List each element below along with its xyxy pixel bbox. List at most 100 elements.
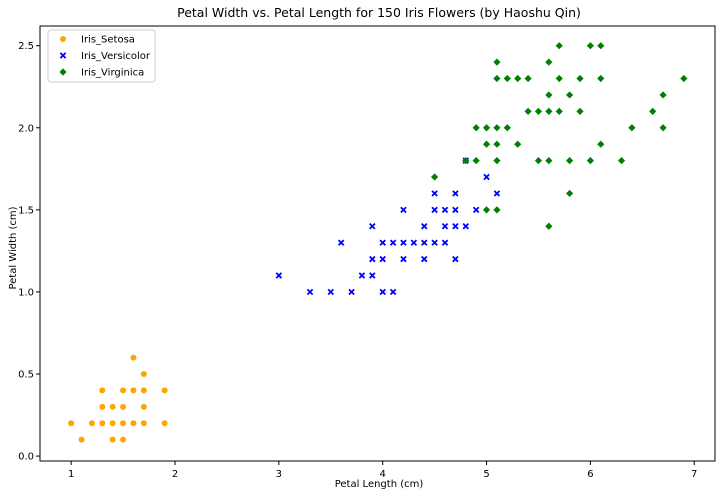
data-point	[140, 420, 147, 427]
data-point	[482, 140, 491, 148]
data-point	[482, 206, 491, 214]
data-point	[389, 239, 397, 246]
data-point	[358, 272, 366, 279]
legend-marker	[59, 68, 67, 76]
data-points	[68, 42, 688, 443]
data-point	[327, 288, 335, 296]
data-point	[566, 91, 574, 99]
data-point	[566, 157, 574, 165]
data-point	[483, 173, 490, 181]
data-point	[649, 107, 657, 115]
data-point	[555, 74, 563, 83]
series-iris-virginica	[431, 42, 688, 230]
legend-item: Iris_Setosa	[60, 35, 135, 46]
data-point	[140, 371, 147, 377]
chart-title: Petal Width vs. Petal Length for 150 Iri…	[177, 5, 581, 20]
data-point	[545, 157, 553, 165]
data-point	[348, 288, 355, 296]
data-point	[120, 403, 127, 410]
data-point	[420, 255, 428, 263]
data-point	[109, 420, 116, 427]
legend-item: Iris_Versicolor	[59, 51, 151, 62]
y-axis-ticks: 0.0 0.5 1.0 1.5 2.0 2.5	[18, 41, 40, 463]
data-point	[462, 157, 470, 165]
data-point	[472, 124, 480, 132]
data-point	[482, 124, 491, 132]
data-point	[493, 58, 501, 66]
plot-area	[39, 25, 716, 462]
data-point	[545, 58, 553, 66]
data-point	[524, 107, 532, 115]
data-point	[120, 387, 127, 394]
data-point	[514, 140, 522, 148]
legend-label: Iris_Virginica	[81, 68, 144, 79]
data-point	[109, 403, 116, 410]
data-point	[659, 91, 667, 99]
x-tick-label: 5	[483, 469, 489, 480]
data-point	[617, 157, 626, 165]
data-point	[441, 239, 449, 246]
data-point	[462, 223, 470, 230]
y-tick-label: 1.0	[18, 287, 34, 298]
data-point	[545, 222, 553, 230]
data-point	[452, 255, 459, 263]
data-point	[493, 74, 501, 83]
data-point	[99, 403, 106, 410]
x-tick-label: 7	[691, 469, 697, 480]
data-point	[379, 255, 386, 263]
x-tick-label: 2	[172, 469, 178, 480]
data-point	[597, 42, 605, 50]
data-point	[452, 206, 459, 214]
data-point	[555, 107, 563, 115]
data-point	[120, 436, 127, 443]
data-point	[379, 288, 386, 296]
data-point	[379, 239, 386, 246]
data-point	[369, 272, 376, 279]
data-point	[369, 223, 376, 230]
data-point	[472, 206, 480, 214]
data-point	[534, 107, 543, 115]
data-point	[628, 124, 636, 132]
legend-marker	[59, 52, 67, 59]
data-point	[389, 288, 397, 296]
data-point	[431, 190, 438, 197]
data-point	[586, 42, 594, 50]
data-point	[472, 157, 480, 165]
data-point	[161, 420, 168, 427]
data-point	[503, 74, 511, 83]
data-point	[576, 74, 584, 83]
data-point	[400, 239, 407, 246]
data-point	[555, 42, 563, 50]
data-point	[420, 223, 428, 230]
data-point	[597, 140, 605, 148]
x-tick-label: 3	[276, 469, 282, 480]
data-point	[400, 206, 407, 214]
y-tick-label: 2.5	[18, 41, 34, 52]
data-point	[493, 157, 501, 165]
data-point	[130, 420, 137, 427]
y-tick-label: 0.0	[18, 452, 34, 463]
data-point	[431, 206, 438, 214]
x-tick-label: 1	[68, 469, 74, 480]
data-point	[431, 173, 439, 181]
data-point	[306, 288, 314, 296]
data-point	[452, 190, 459, 197]
data-point	[369, 255, 376, 263]
data-point	[545, 91, 553, 99]
data-point	[130, 354, 137, 361]
data-point	[400, 255, 407, 263]
data-point	[493, 190, 501, 197]
data-point	[452, 223, 459, 230]
data-point	[586, 157, 594, 165]
data-point	[420, 239, 428, 246]
data-point	[275, 272, 283, 279]
series-iris-setosa	[68, 354, 168, 443]
data-point	[337, 239, 345, 246]
legend-label: Iris_Setosa	[81, 35, 135, 46]
data-point	[680, 74, 688, 83]
data-point	[493, 206, 501, 214]
data-point	[99, 420, 106, 427]
data-point	[140, 403, 147, 410]
data-point	[659, 124, 667, 132]
data-point	[493, 124, 501, 132]
